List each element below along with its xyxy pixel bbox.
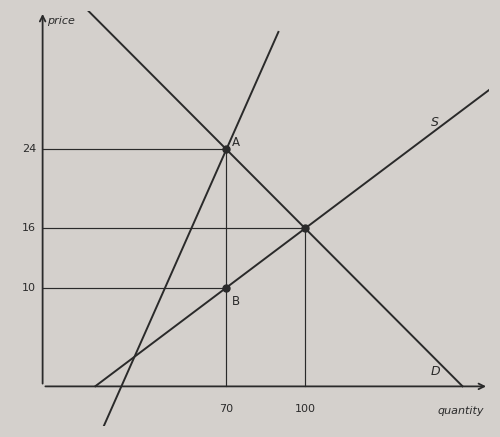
- Text: 16: 16: [22, 223, 36, 233]
- Text: S: S: [431, 116, 439, 128]
- Text: 100: 100: [294, 404, 316, 414]
- Text: 24: 24: [22, 144, 36, 154]
- Text: B: B: [232, 295, 239, 309]
- Text: A: A: [232, 136, 239, 149]
- Text: D: D: [431, 364, 441, 378]
- Text: quantity: quantity: [437, 406, 484, 416]
- Text: 10: 10: [22, 283, 36, 293]
- Text: price: price: [46, 16, 74, 26]
- Text: 70: 70: [220, 404, 234, 414]
